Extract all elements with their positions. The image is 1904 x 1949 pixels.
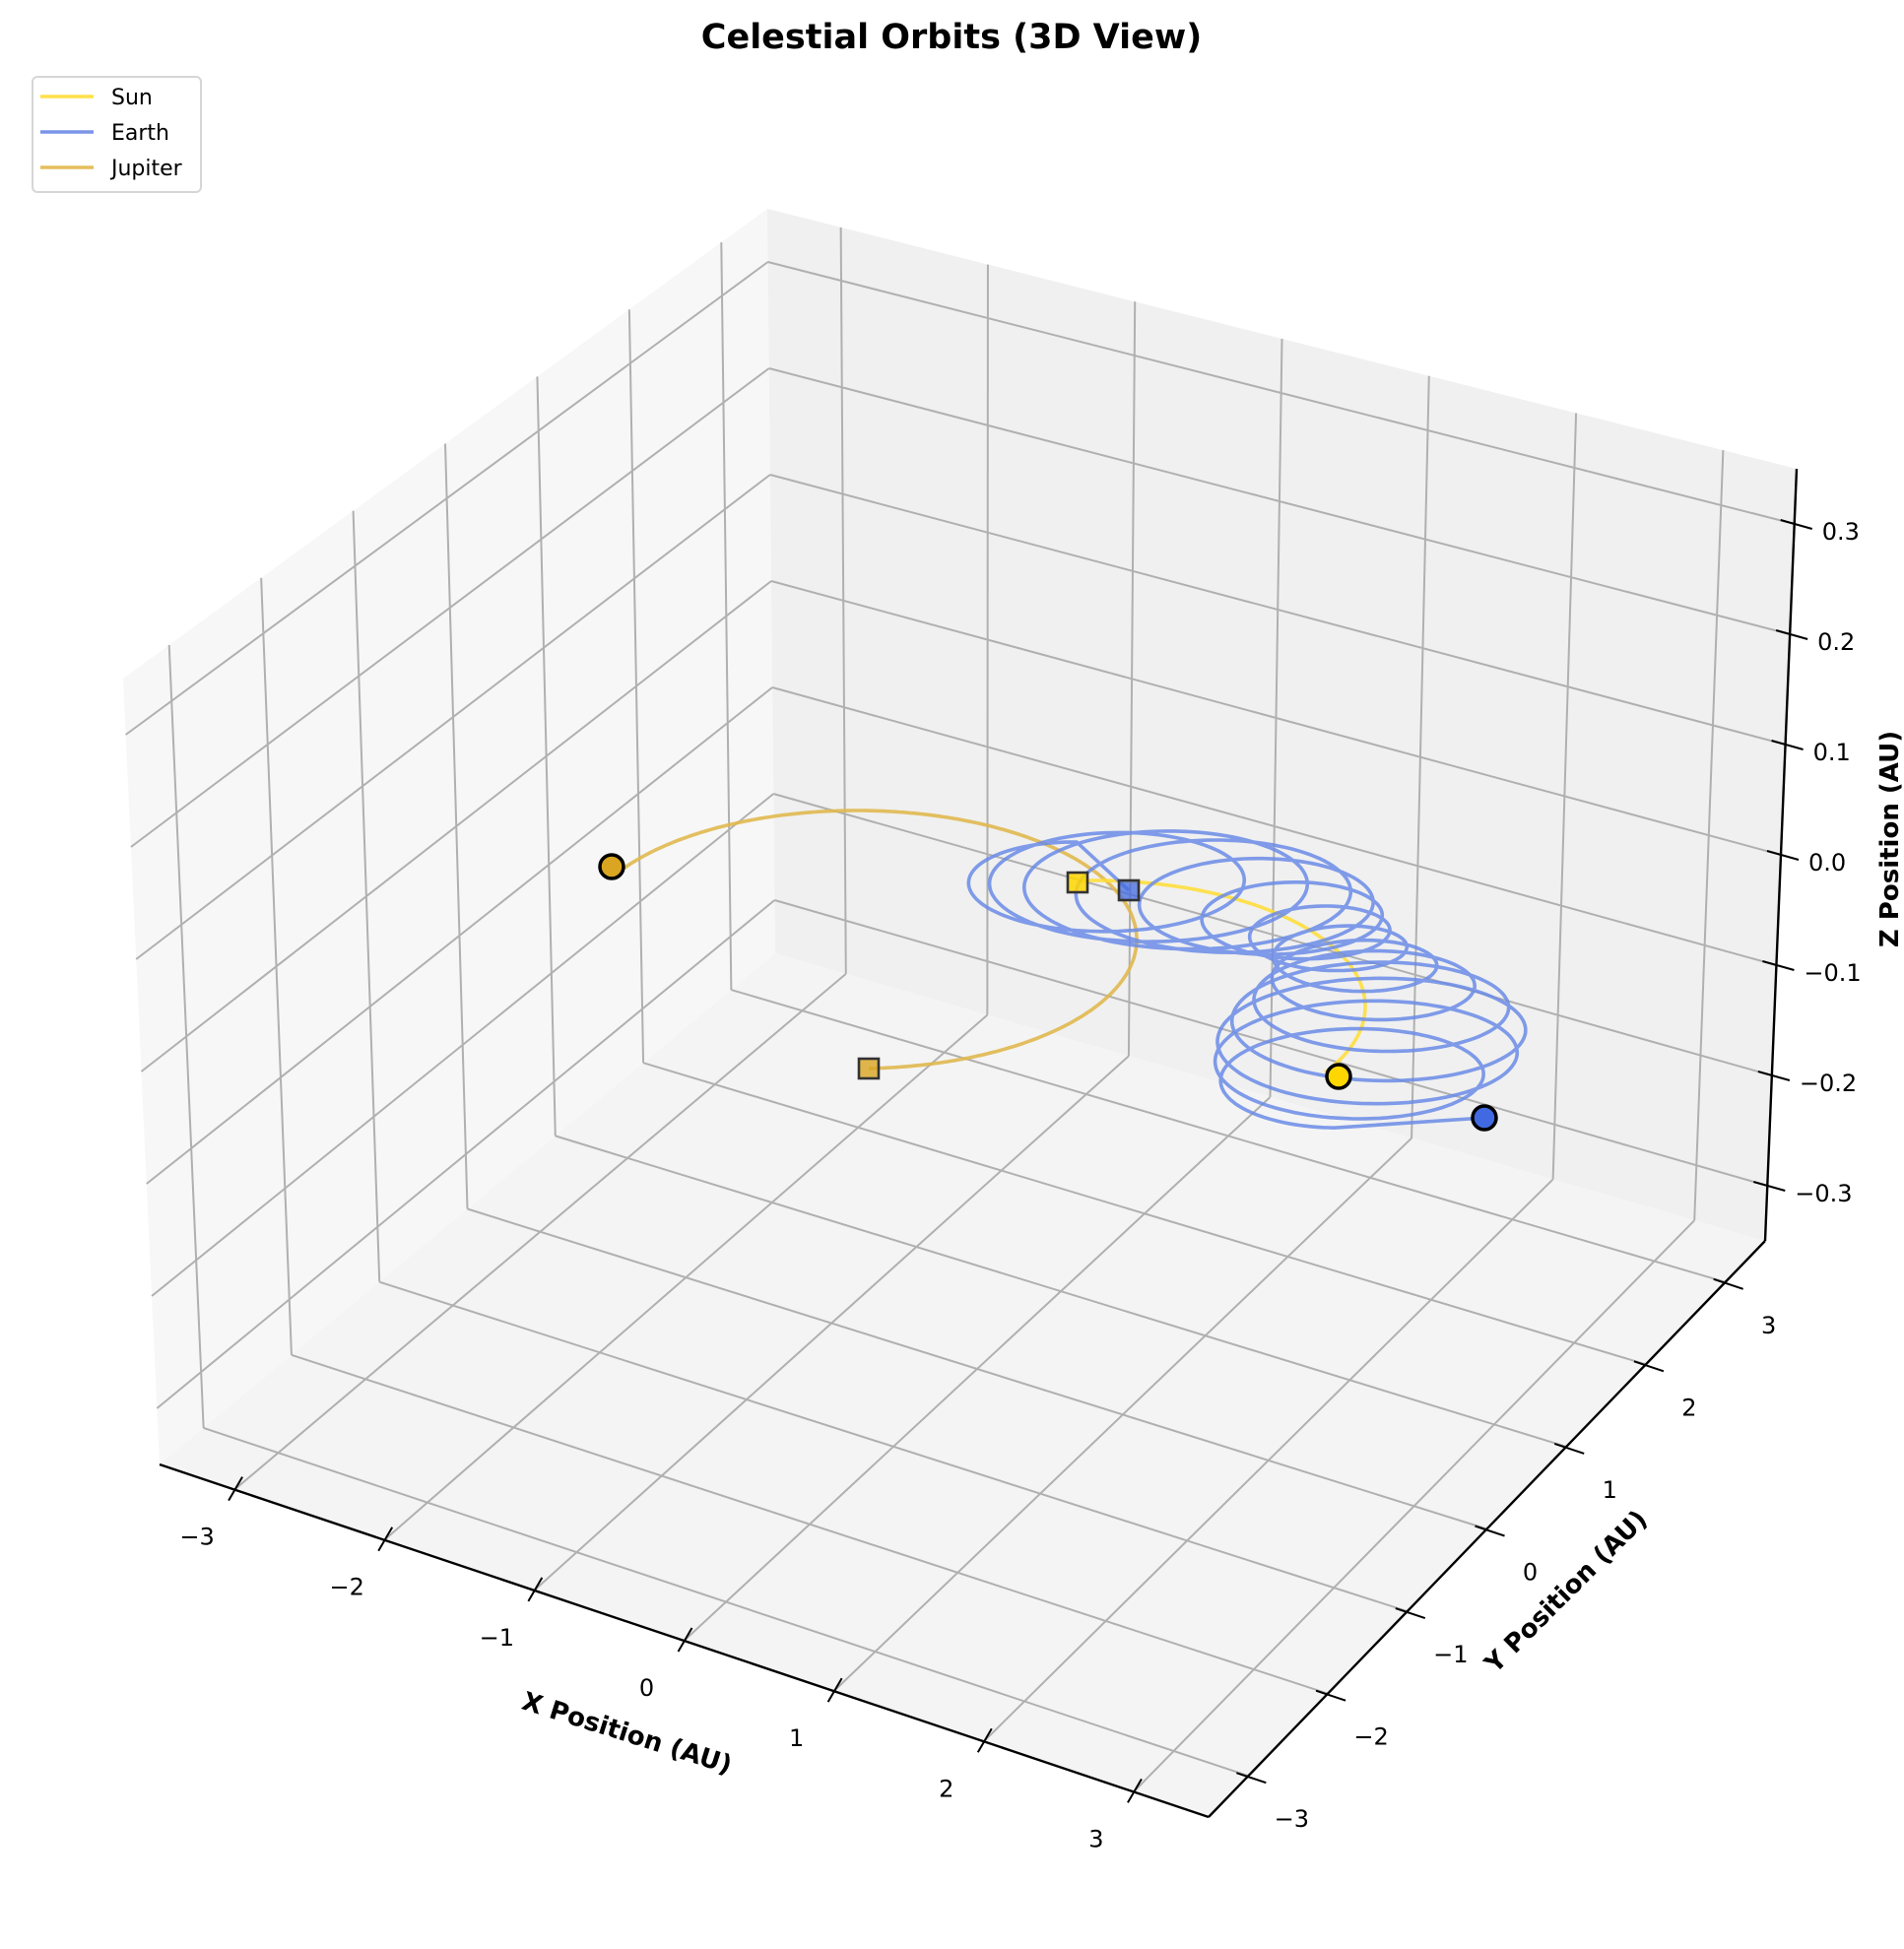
y-axis-label: Y Position (AU) (1478, 1505, 1654, 1680)
earth-end-marker (1471, 1104, 1498, 1132)
back-pane (767, 209, 1797, 1241)
y-tick-label: −2 (1353, 1723, 1388, 1751)
z-tick-label: −0.2 (1800, 1070, 1857, 1097)
jupiter-start-marker (857, 1057, 881, 1080)
x-tick-label: −3 (179, 1524, 214, 1551)
x-tick-label: −1 (480, 1624, 514, 1652)
y-tick-label: −1 (1433, 1641, 1468, 1668)
y-tick-label: 0 (1523, 1559, 1538, 1587)
markers (598, 853, 1498, 1132)
x-tick-label: 3 (1088, 1825, 1103, 1852)
tick-labels: −3 −2 −1 0 1 2 3 −3 −2 −1 0 1 2 3 −0.3 −0.2 −0.1 0.0 0.1 0.… (179, 518, 1861, 1852)
x-tick-label: 1 (789, 1724, 804, 1752)
axes (159, 468, 1812, 1819)
jupiter-end-marker (598, 853, 625, 880)
x-tick-label: 2 (939, 1775, 953, 1802)
z-tick-label: 0.3 (1822, 518, 1860, 546)
y-tick-label: −3 (1275, 1805, 1309, 1833)
legend-jupiter-label: Jupiter (109, 157, 183, 181)
x-tick-label: 0 (639, 1674, 654, 1702)
left-pane (123, 209, 775, 1464)
y-tick-label: 3 (1761, 1312, 1776, 1339)
earth-start-marker (1117, 878, 1141, 902)
x-axis-label: X Position (AU) (518, 1687, 735, 1781)
z-tick-label: −0.1 (1804, 959, 1861, 987)
jupiter-orbit-line (621, 809, 1139, 1071)
floor-pane (160, 953, 1765, 1817)
legend-sun-label: Sun (111, 86, 153, 110)
chart-title: Celestial Orbits (3D View) (701, 18, 1202, 57)
x-tick-label: −2 (330, 1574, 364, 1601)
sun-end-marker (1325, 1063, 1352, 1090)
y-tick-label: 2 (1681, 1394, 1696, 1421)
y-tick-label: 1 (1603, 1476, 1617, 1504)
z-tick-label: −0.3 (1795, 1180, 1852, 1207)
legend-earth-label: Earth (111, 121, 169, 146)
z-tick-label: 0.0 (1808, 849, 1846, 877)
z-tick-label: 0.1 (1813, 739, 1851, 766)
orbits (621, 809, 1528, 1131)
earth-orbit-line (966, 829, 1528, 1131)
z-tick-label: 0.2 (1817, 628, 1855, 656)
sun-start-marker (1066, 871, 1089, 894)
legend: Sun Earth Jupiter (32, 76, 202, 193)
z-axis-label: Z Position (AU) (1875, 731, 1904, 947)
legend-box (32, 76, 202, 193)
